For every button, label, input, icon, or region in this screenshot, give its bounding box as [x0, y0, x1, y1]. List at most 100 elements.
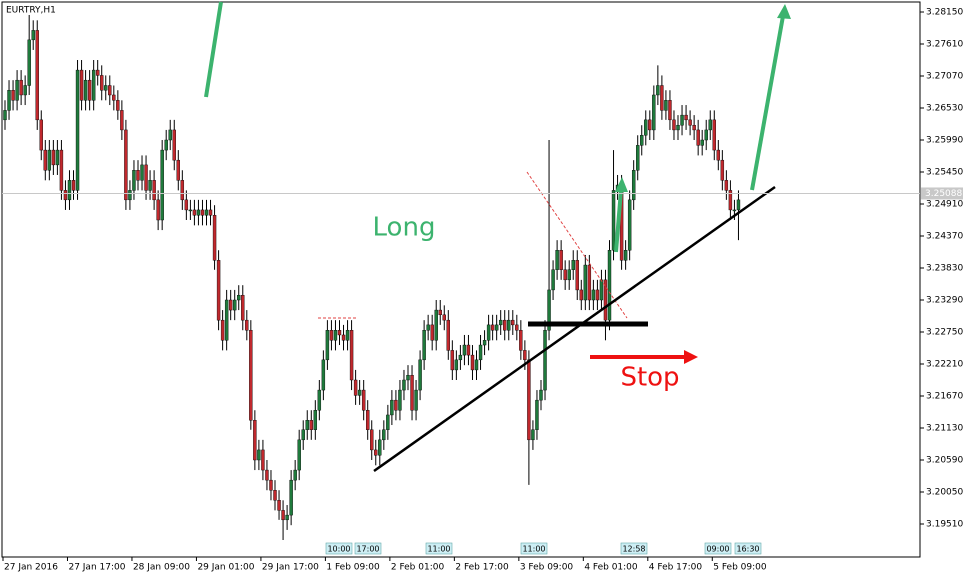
candle-body — [124, 129, 128, 201]
candle-body — [543, 330, 547, 391]
candle-body — [527, 359, 531, 441]
candle-body — [446, 319, 450, 351]
candle-body — [644, 119, 648, 136]
candle-body — [3, 110, 7, 121]
y-tick-label: 3.22750 — [926, 328, 963, 338]
candle-body — [366, 410, 370, 430]
candle-body — [559, 250, 563, 270]
candle-body — [83, 79, 88, 101]
x-tick-label: 27 Jan 2016 — [4, 563, 58, 573]
candle-body — [71, 180, 76, 191]
candle-body — [478, 344, 483, 361]
candle-body — [233, 299, 237, 311]
candle-body — [196, 209, 201, 216]
candle-body — [172, 129, 176, 161]
candle-body — [668, 100, 672, 121]
x-tick-label: 2 Feb 17:00 — [455, 563, 509, 573]
candle-body — [261, 449, 265, 471]
candle-body — [712, 119, 716, 151]
candle-body — [692, 124, 696, 131]
y-tick-label: 3.24370 — [926, 232, 963, 242]
candle-body — [680, 114, 684, 126]
candle-body — [297, 439, 301, 471]
candle-body — [426, 324, 430, 331]
y-tick-label: 3.21670 — [926, 391, 963, 401]
y-tick-label: 3.22210 — [926, 360, 963, 370]
candle-body — [237, 295, 241, 301]
candle-body — [627, 199, 632, 251]
candle-body — [640, 135, 644, 146]
candle-body — [398, 389, 402, 411]
candle-body — [402, 379, 406, 391]
candle-body — [704, 129, 708, 141]
y-tick-label: 3.26530 — [926, 104, 963, 114]
candle-body — [140, 164, 144, 181]
candle-body — [523, 350, 527, 361]
candle-body — [224, 299, 229, 341]
candle-body — [91, 69, 96, 101]
candle-body — [55, 149, 60, 166]
candle-body — [285, 514, 289, 521]
candle-body — [438, 309, 442, 316]
event-box — [620, 542, 648, 555]
x-tick-label: 28 Jan 09:00 — [133, 563, 190, 573]
event-box — [734, 542, 762, 555]
candle-body — [595, 289, 600, 301]
dashed-line — [526, 171, 628, 319]
candle-body — [563, 269, 567, 281]
event-label: 09:00 — [706, 545, 729, 554]
candle-body — [511, 319, 515, 326]
candle-body — [357, 389, 362, 396]
candle-body — [474, 359, 479, 371]
event-label: 10:00 — [327, 545, 350, 554]
candle-body — [567, 269, 571, 281]
candle-body — [168, 129, 172, 141]
candle-body — [603, 279, 608, 321]
candle-body — [200, 209, 205, 216]
candle-body — [79, 69, 84, 101]
y-tick-label: 3.20050 — [926, 487, 963, 497]
chart-title: EURTRY,H1 — [6, 6, 56, 16]
candle-body — [39, 119, 43, 151]
candle-body — [539, 389, 543, 401]
candle-body — [108, 85, 112, 96]
candle-body — [442, 314, 446, 321]
candle-body — [257, 449, 261, 461]
candle-body — [688, 119, 692, 126]
candle-body — [305, 420, 309, 430]
candle-body — [341, 334, 346, 341]
arrow-head — [777, 4, 791, 19]
candle-body — [325, 330, 330, 361]
candle-body — [660, 85, 664, 111]
candle-body — [35, 30, 39, 121]
candle-body — [519, 330, 523, 351]
candle-body — [144, 164, 148, 191]
candle-body — [410, 375, 414, 411]
candle-body — [277, 500, 281, 511]
candle-body — [486, 324, 491, 341]
candle-body — [696, 129, 700, 146]
candle-body — [321, 359, 326, 391]
candle-body — [245, 319, 249, 331]
candle-body — [623, 250, 628, 261]
candle-body — [374, 449, 378, 456]
candle-body — [220, 319, 225, 341]
candle-body — [720, 159, 725, 181]
candle-body — [160, 149, 164, 221]
event-label: 17:00 — [356, 545, 379, 554]
candle-body — [652, 94, 656, 131]
candle-body — [156, 199, 160, 221]
candle-body — [732, 209, 737, 212]
candle-body — [188, 209, 193, 212]
candle-body — [700, 139, 704, 146]
x-tick-label: 5 Feb 09:00 — [713, 563, 767, 573]
candle-body — [128, 190, 132, 201]
candle-body — [59, 149, 64, 191]
plot-frame — [1, 1, 921, 558]
candle-body — [31, 30, 35, 41]
candle-body — [728, 190, 733, 211]
candle-body — [152, 180, 156, 201]
candle-body — [656, 85, 660, 96]
candle-body — [672, 119, 676, 131]
